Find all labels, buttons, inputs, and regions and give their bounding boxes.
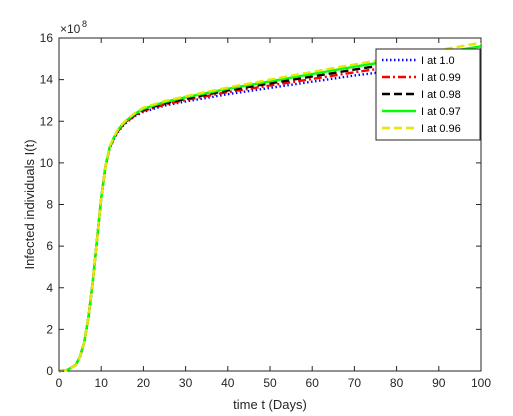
y-tick-label: 2 [46, 322, 53, 336]
x-tick-label: 10 [95, 376, 109, 390]
tick-layer: 0 10 20 30 40 50 60 70 80 90 100 0 2 4 6 8 10 12 14 16 [40, 31, 492, 390]
legend: I at 1.0 I at 0.99 I at 0.98 I at 0.97 I at … [375, 48, 481, 141]
y-tick-label: 12 [40, 114, 54, 128]
y-tick-label: 10 [40, 156, 54, 170]
x-tick-label: 50 [263, 376, 277, 390]
series-line-5 [58, 41, 482, 373]
y-tick-label: 14 [40, 73, 54, 87]
series-line-3 [58, 49, 482, 373]
y-tick-label: 6 [46, 239, 53, 253]
y-tick-label: 4 [46, 281, 53, 295]
x-tick-label: 70 [348, 376, 362, 390]
legend-label: I at 0.97 [421, 106, 461, 118]
x-tick-label: 100 [471, 376, 491, 390]
x-axis-label: time t (Days) [233, 397, 307, 412]
y-tick-label: 8 [46, 198, 53, 212]
x-tick-label: 80 [390, 376, 404, 390]
legend-label: I at 0.96 [421, 123, 461, 135]
y-multiplier-exponent: 8 [82, 19, 87, 29]
y-axis-multiplier: ×10 8 [60, 19, 87, 36]
legend-label: I at 0.99 [421, 72, 461, 84]
y-tick-label: 0 [46, 364, 53, 378]
legend-label: I at 0.98 [421, 89, 461, 101]
series-layer [58, 41, 482, 373]
y-axis-label: Infected individuals I(t) [22, 139, 37, 269]
x-tick-label: 90 [432, 376, 446, 390]
x-tick-label: 40 [221, 376, 235, 390]
x-tick-label: 30 [179, 376, 193, 390]
legend-label: I at 1.0 [421, 55, 455, 67]
series-line-4 [58, 45, 482, 373]
legend-box [375, 48, 481, 141]
y-multiplier-base: ×10 [60, 22, 81, 36]
y-tick-label: 16 [40, 31, 54, 45]
x-tick-label: 60 [306, 376, 320, 390]
x-tick-label: 20 [137, 376, 151, 390]
x-tick-label: 0 [56, 376, 63, 390]
